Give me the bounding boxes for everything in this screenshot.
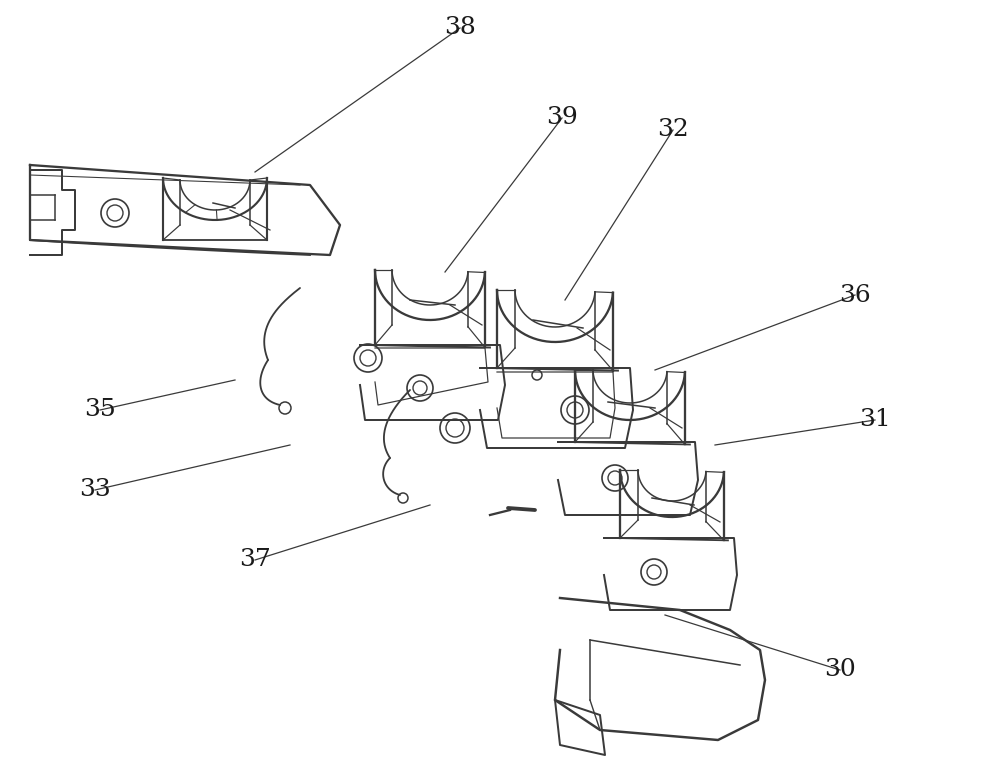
Text: 31: 31: [859, 408, 891, 432]
Text: 39: 39: [546, 106, 578, 129]
Text: 38: 38: [444, 16, 476, 40]
Text: 37: 37: [239, 549, 271, 571]
Text: 35: 35: [84, 398, 116, 422]
Text: 32: 32: [657, 119, 689, 142]
Text: 36: 36: [839, 284, 871, 306]
Text: 33: 33: [79, 478, 111, 501]
Text: 30: 30: [824, 659, 856, 681]
